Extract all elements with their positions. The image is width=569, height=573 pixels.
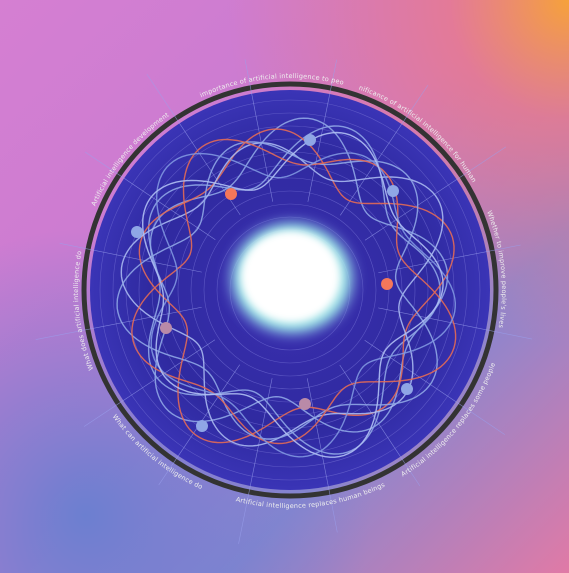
- curve: [147, 125, 441, 455]
- spoke: [244, 59, 274, 202]
- ring: [99, 99, 481, 481]
- spoke: [83, 339, 216, 427]
- dot: [196, 420, 208, 432]
- center-core: [242, 232, 338, 320]
- spoke: [35, 306, 202, 340]
- dot: [401, 383, 413, 395]
- curve: [120, 142, 444, 447]
- curve: [141, 131, 444, 458]
- dot: [381, 278, 393, 290]
- ring: [112, 112, 468, 468]
- spoke: [339, 364, 421, 487]
- spoke: [146, 73, 241, 216]
- curves: [116, 117, 457, 458]
- dot: [160, 322, 172, 334]
- dot: [304, 134, 316, 146]
- curve: [116, 141, 438, 440]
- spoke: [364, 340, 505, 435]
- outer-band: [81, 81, 499, 499]
- spoke: [307, 59, 337, 202]
- spoke: [59, 243, 202, 273]
- spoke: [84, 151, 216, 240]
- ring: [190, 190, 390, 390]
- spoke: [340, 84, 429, 216]
- curve: [131, 138, 457, 445]
- spoke: [238, 378, 273, 544]
- curve: [149, 117, 449, 433]
- curve: [138, 128, 455, 444]
- spoke: [378, 307, 533, 340]
- dot: [131, 226, 143, 238]
- dot: [299, 398, 311, 410]
- dots: [131, 134, 413, 432]
- dot: [387, 185, 399, 197]
- ring: [177, 177, 403, 403]
- ring: [138, 138, 442, 442]
- curve: [150, 152, 457, 458]
- ring: [203, 203, 377, 377]
- spoke: [378, 244, 521, 274]
- dot: [225, 188, 237, 200]
